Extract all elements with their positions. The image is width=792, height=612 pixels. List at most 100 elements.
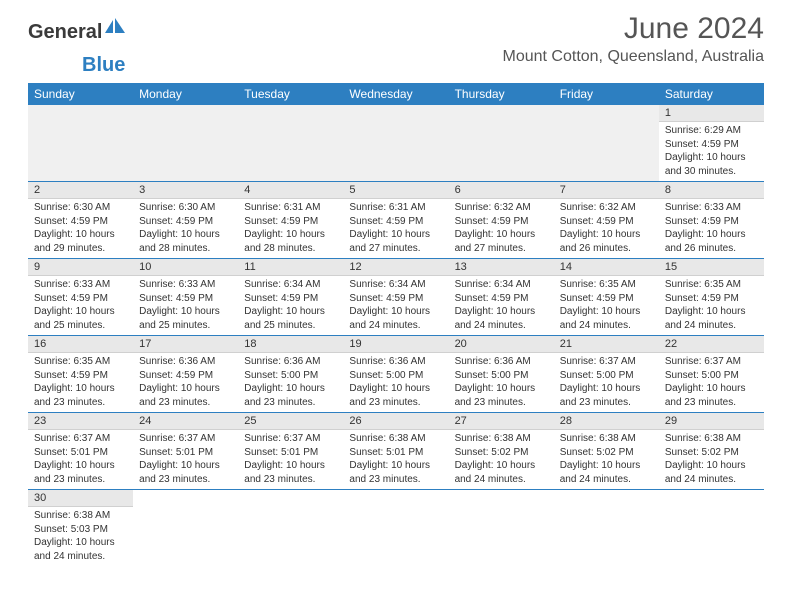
day-cell: 8Sunrise: 6:33 AMSunset: 4:59 PMDaylight…: [659, 182, 764, 259]
day-content: Sunrise: 6:30 AMSunset: 4:59 PMDaylight:…: [133, 199, 238, 257]
day-cell: 5Sunrise: 6:31 AMSunset: 4:59 PMDaylight…: [343, 182, 448, 259]
day-cell: 30Sunrise: 6:38 AMSunset: 5:03 PMDayligh…: [28, 490, 133, 567]
day-content: Sunrise: 6:37 AMSunset: 5:01 PMDaylight:…: [238, 430, 343, 488]
empty-cell: [238, 490, 343, 567]
empty-cell: [133, 105, 238, 182]
logo: General: [28, 18, 127, 47]
sail-icon: [105, 18, 127, 39]
day-content: Sunrise: 6:34 AMSunset: 4:59 PMDaylight:…: [343, 276, 448, 334]
day-content: Sunrise: 6:37 AMSunset: 5:00 PMDaylight:…: [554, 353, 659, 411]
day-cell: 10Sunrise: 6:33 AMSunset: 4:59 PMDayligh…: [133, 259, 238, 336]
weekday-header: Wednesday: [343, 83, 448, 105]
empty-cell: [133, 490, 238, 567]
weekday-header: Thursday: [449, 83, 554, 105]
day-cell: 22Sunrise: 6:37 AMSunset: 5:00 PMDayligh…: [659, 336, 764, 413]
day-content: Sunrise: 6:36 AMSunset: 4:59 PMDaylight:…: [133, 353, 238, 411]
day-content: Sunrise: 6:38 AMSunset: 5:01 PMDaylight:…: [343, 430, 448, 488]
day-content: Sunrise: 6:36 AMSunset: 5:00 PMDaylight:…: [343, 353, 448, 411]
day-number: 26: [343, 413, 448, 430]
empty-cell: [554, 490, 659, 567]
day-content: Sunrise: 6:32 AMSunset: 4:59 PMDaylight:…: [554, 199, 659, 257]
day-number: 20: [449, 336, 554, 353]
day-content: Sunrise: 6:35 AMSunset: 4:59 PMDaylight:…: [554, 276, 659, 334]
day-content: Sunrise: 6:38 AMSunset: 5:03 PMDaylight:…: [28, 507, 133, 565]
day-number: 17: [133, 336, 238, 353]
day-cell: 14Sunrise: 6:35 AMSunset: 4:59 PMDayligh…: [554, 259, 659, 336]
day-number: 23: [28, 413, 133, 430]
day-number: 10: [133, 259, 238, 276]
day-number: 9: [28, 259, 133, 276]
empty-cell: [343, 490, 448, 567]
weekday-header-row: Sunday Monday Tuesday Wednesday Thursday…: [28, 83, 764, 105]
day-content: Sunrise: 6:33 AMSunset: 4:59 PMDaylight:…: [28, 276, 133, 334]
day-cell: 6Sunrise: 6:32 AMSunset: 4:59 PMDaylight…: [449, 182, 554, 259]
day-cell: 24Sunrise: 6:37 AMSunset: 5:01 PMDayligh…: [133, 413, 238, 490]
day-cell: 28Sunrise: 6:38 AMSunset: 5:02 PMDayligh…: [554, 413, 659, 490]
weekday-header: Sunday: [28, 83, 133, 105]
day-content: Sunrise: 6:33 AMSunset: 4:59 PMDaylight:…: [133, 276, 238, 334]
calendar-row: 2Sunrise: 6:30 AMSunset: 4:59 PMDaylight…: [28, 182, 764, 259]
day-cell: 21Sunrise: 6:37 AMSunset: 5:00 PMDayligh…: [554, 336, 659, 413]
day-content: Sunrise: 6:35 AMSunset: 4:59 PMDaylight:…: [28, 353, 133, 411]
day-content: Sunrise: 6:33 AMSunset: 4:59 PMDaylight:…: [659, 199, 764, 257]
day-number: 12: [343, 259, 448, 276]
day-content: Sunrise: 6:38 AMSunset: 5:02 PMDaylight:…: [554, 430, 659, 488]
day-content: Sunrise: 6:36 AMSunset: 5:00 PMDaylight:…: [449, 353, 554, 411]
day-number: 2: [28, 182, 133, 199]
day-content: Sunrise: 6:34 AMSunset: 4:59 PMDaylight:…: [238, 276, 343, 334]
logo-text-blue: Blue: [82, 54, 792, 77]
logo-text-general: General: [28, 21, 102, 44]
day-number: 4: [238, 182, 343, 199]
day-number: 16: [28, 336, 133, 353]
calendar-body: 1Sunrise: 6:29 AMSunset: 4:59 PMDaylight…: [28, 105, 764, 566]
day-number: 19: [343, 336, 448, 353]
day-cell: 11Sunrise: 6:34 AMSunset: 4:59 PMDayligh…: [238, 259, 343, 336]
weekday-header: Saturday: [659, 83, 764, 105]
day-cell: 13Sunrise: 6:34 AMSunset: 4:59 PMDayligh…: [449, 259, 554, 336]
day-cell: 7Sunrise: 6:32 AMSunset: 4:59 PMDaylight…: [554, 182, 659, 259]
day-cell: 25Sunrise: 6:37 AMSunset: 5:01 PMDayligh…: [238, 413, 343, 490]
day-cell: 12Sunrise: 6:34 AMSunset: 4:59 PMDayligh…: [343, 259, 448, 336]
day-number: 7: [554, 182, 659, 199]
day-number: 1: [659, 105, 764, 122]
page: General June 2024 Mount Cotton, Queensla…: [0, 0, 792, 578]
day-cell: 3Sunrise: 6:30 AMSunset: 4:59 PMDaylight…: [133, 182, 238, 259]
day-cell: 9Sunrise: 6:33 AMSunset: 4:59 PMDaylight…: [28, 259, 133, 336]
empty-cell: [449, 490, 554, 567]
day-number: 8: [659, 182, 764, 199]
day-number: 11: [238, 259, 343, 276]
weekday-header: Friday: [554, 83, 659, 105]
day-content: Sunrise: 6:36 AMSunset: 5:00 PMDaylight:…: [238, 353, 343, 411]
day-cell: 20Sunrise: 6:36 AMSunset: 5:00 PMDayligh…: [449, 336, 554, 413]
day-cell: 19Sunrise: 6:36 AMSunset: 5:00 PMDayligh…: [343, 336, 448, 413]
day-content: Sunrise: 6:35 AMSunset: 4:59 PMDaylight:…: [659, 276, 764, 334]
day-cell: 27Sunrise: 6:38 AMSunset: 5:02 PMDayligh…: [449, 413, 554, 490]
day-number: 13: [449, 259, 554, 276]
day-content: Sunrise: 6:32 AMSunset: 4:59 PMDaylight:…: [449, 199, 554, 257]
calendar-row: 16Sunrise: 6:35 AMSunset: 4:59 PMDayligh…: [28, 336, 764, 413]
weekday-header: Monday: [133, 83, 238, 105]
day-cell: 18Sunrise: 6:36 AMSunset: 5:00 PMDayligh…: [238, 336, 343, 413]
day-content: Sunrise: 6:38 AMSunset: 5:02 PMDaylight:…: [659, 430, 764, 488]
empty-cell: [449, 105, 554, 182]
day-number: 18: [238, 336, 343, 353]
day-content: Sunrise: 6:30 AMSunset: 4:59 PMDaylight:…: [28, 199, 133, 257]
day-content: Sunrise: 6:31 AMSunset: 4:59 PMDaylight:…: [343, 199, 448, 257]
day-number: 27: [449, 413, 554, 430]
day-number: 15: [659, 259, 764, 276]
day-content: Sunrise: 6:29 AMSunset: 4:59 PMDaylight:…: [659, 122, 764, 180]
day-cell: 15Sunrise: 6:35 AMSunset: 4:59 PMDayligh…: [659, 259, 764, 336]
day-cell: 29Sunrise: 6:38 AMSunset: 5:02 PMDayligh…: [659, 413, 764, 490]
day-number: 6: [449, 182, 554, 199]
day-number: 3: [133, 182, 238, 199]
day-content: Sunrise: 6:31 AMSunset: 4:59 PMDaylight:…: [238, 199, 343, 257]
weekday-header: Tuesday: [238, 83, 343, 105]
day-content: Sunrise: 6:34 AMSunset: 4:59 PMDaylight:…: [449, 276, 554, 334]
calendar-row: 30Sunrise: 6:38 AMSunset: 5:03 PMDayligh…: [28, 490, 764, 567]
day-number: 21: [554, 336, 659, 353]
day-cell: 17Sunrise: 6:36 AMSunset: 4:59 PMDayligh…: [133, 336, 238, 413]
day-number: 5: [343, 182, 448, 199]
empty-cell: [28, 105, 133, 182]
day-content: Sunrise: 6:38 AMSunset: 5:02 PMDaylight:…: [449, 430, 554, 488]
calendar-row: 1Sunrise: 6:29 AMSunset: 4:59 PMDaylight…: [28, 105, 764, 182]
